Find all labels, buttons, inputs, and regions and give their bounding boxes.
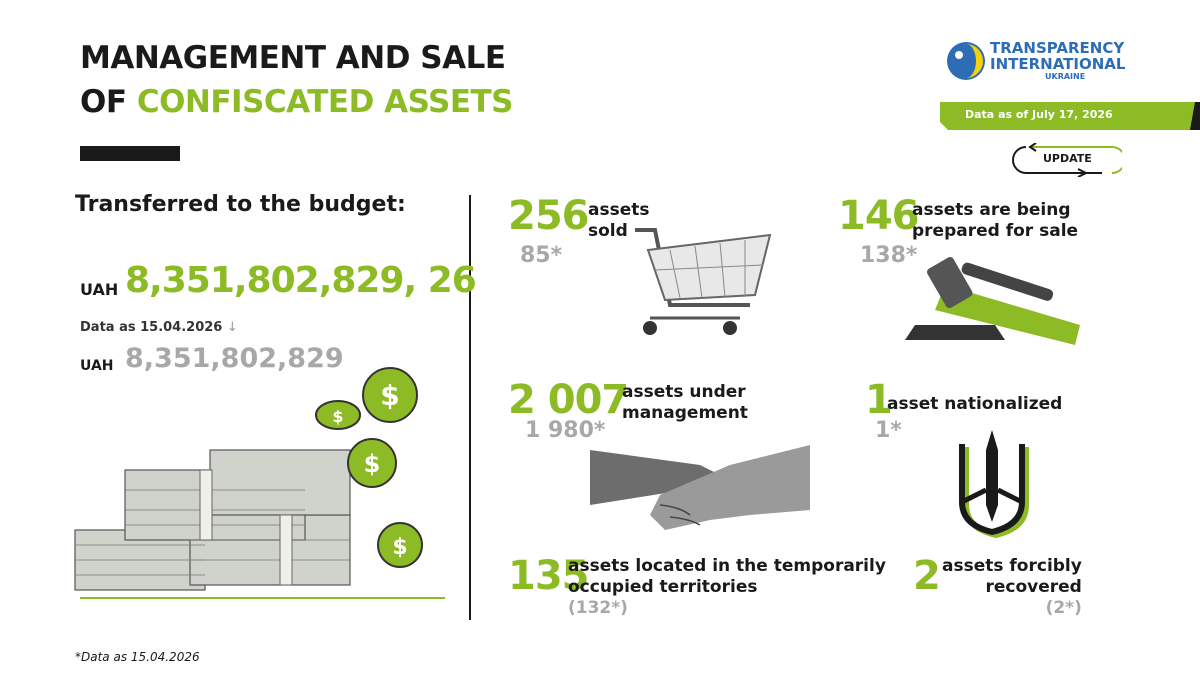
currency: UAH	[80, 280, 119, 299]
title-prefix: OF	[80, 84, 127, 120]
logo-line: UKRAINE	[1045, 72, 1086, 81]
label-line: asset nationalized	[887, 394, 1063, 414]
stat-label: assets under management	[622, 382, 748, 424]
stat-previous: (132*)	[568, 598, 628, 618]
stat-label: assets sold	[588, 200, 649, 242]
stat-value: 2	[913, 553, 941, 599]
stat-label: asset nationalized	[887, 394, 1062, 415]
label-text: occupied territories	[568, 577, 758, 597]
svg-text:$: $	[332, 407, 343, 426]
budget-heading: Transferred to the budget:	[75, 192, 406, 217]
label-line: assets forcibly	[942, 556, 1082, 576]
budget-note: Data as 15.04.2026 ↓	[80, 320, 238, 335]
stat-label: assets forcibly recovered (2*)	[942, 556, 1082, 619]
logo-text: TRANSPARENCY INTERNATIONAL UKRAINE	[990, 40, 1125, 81]
update-frame	[1012, 143, 1122, 177]
date-badge: Data as of July 17, 2026	[965, 108, 1113, 121]
update-button[interactable]: UPDATE	[1043, 152, 1092, 165]
stat-value: 1	[865, 377, 893, 423]
label-line: sold	[588, 221, 628, 241]
arrow-icon: ↓	[226, 320, 238, 335]
label-line: assets under	[622, 382, 746, 402]
label-line: occupied territories (132*)	[568, 577, 886, 619]
stat-value: 2 007	[508, 377, 629, 423]
stat-previous: 1 980*	[525, 418, 606, 443]
footnote: *Data as 15.04.2026	[75, 650, 200, 664]
label-line: management	[622, 403, 748, 423]
title-line: MANAGEMENT AND SALE	[80, 40, 506, 76]
stat-label: assets located in the temporarily occupie…	[568, 556, 886, 619]
label-line: assets located in the temporarily	[568, 556, 886, 576]
label-line: assets are being	[912, 200, 1071, 220]
note-text: Data as 15.04.2026	[80, 320, 223, 335]
budget-amount: 8,351,802,829, 26	[125, 260, 477, 301]
label-line: assets	[588, 200, 650, 220]
title-bar	[80, 146, 180, 161]
svg-text:$: $	[380, 379, 399, 412]
label-line: recovered (2*)	[942, 577, 1082, 619]
currency: UAH	[80, 358, 114, 374]
logo-line: INTERNATIONAL	[990, 55, 1126, 73]
stat-previous: 138*	[860, 243, 918, 268]
cart-icon	[635, 228, 772, 335]
stat-previous: 1*	[875, 418, 902, 443]
label-line: prepared for sale	[912, 221, 1079, 241]
divider	[469, 195, 471, 620]
title-line: OF CONFISCATED ASSETS	[80, 84, 514, 120]
logo-icon	[947, 42, 985, 80]
handshake-icon	[590, 445, 810, 530]
stat-value: 256	[508, 193, 589, 239]
svg-text:$: $	[392, 535, 407, 560]
title-highlight: CONFISCATED ASSETS	[136, 84, 514, 120]
logo-line: TRANSPARENCY	[990, 39, 1125, 57]
previous-amount: 8,351,802,829	[125, 343, 344, 374]
money-illustration: $ $ $ $	[74, 367, 445, 599]
svg-text:$: $	[364, 450, 381, 478]
label-text: recovered	[985, 577, 1082, 597]
stat-value: 135	[508, 553, 589, 599]
stat-previous: (2*)	[1045, 598, 1082, 618]
trident-icon	[959, 430, 1029, 539]
stat-value: 146	[838, 193, 919, 239]
date-badge-bg	[940, 102, 1200, 130]
gavel-icon	[905, 257, 1080, 345]
stat-previous: 85*	[520, 243, 563, 268]
stat-label: assets are being prepared for sale	[912, 200, 1078, 242]
